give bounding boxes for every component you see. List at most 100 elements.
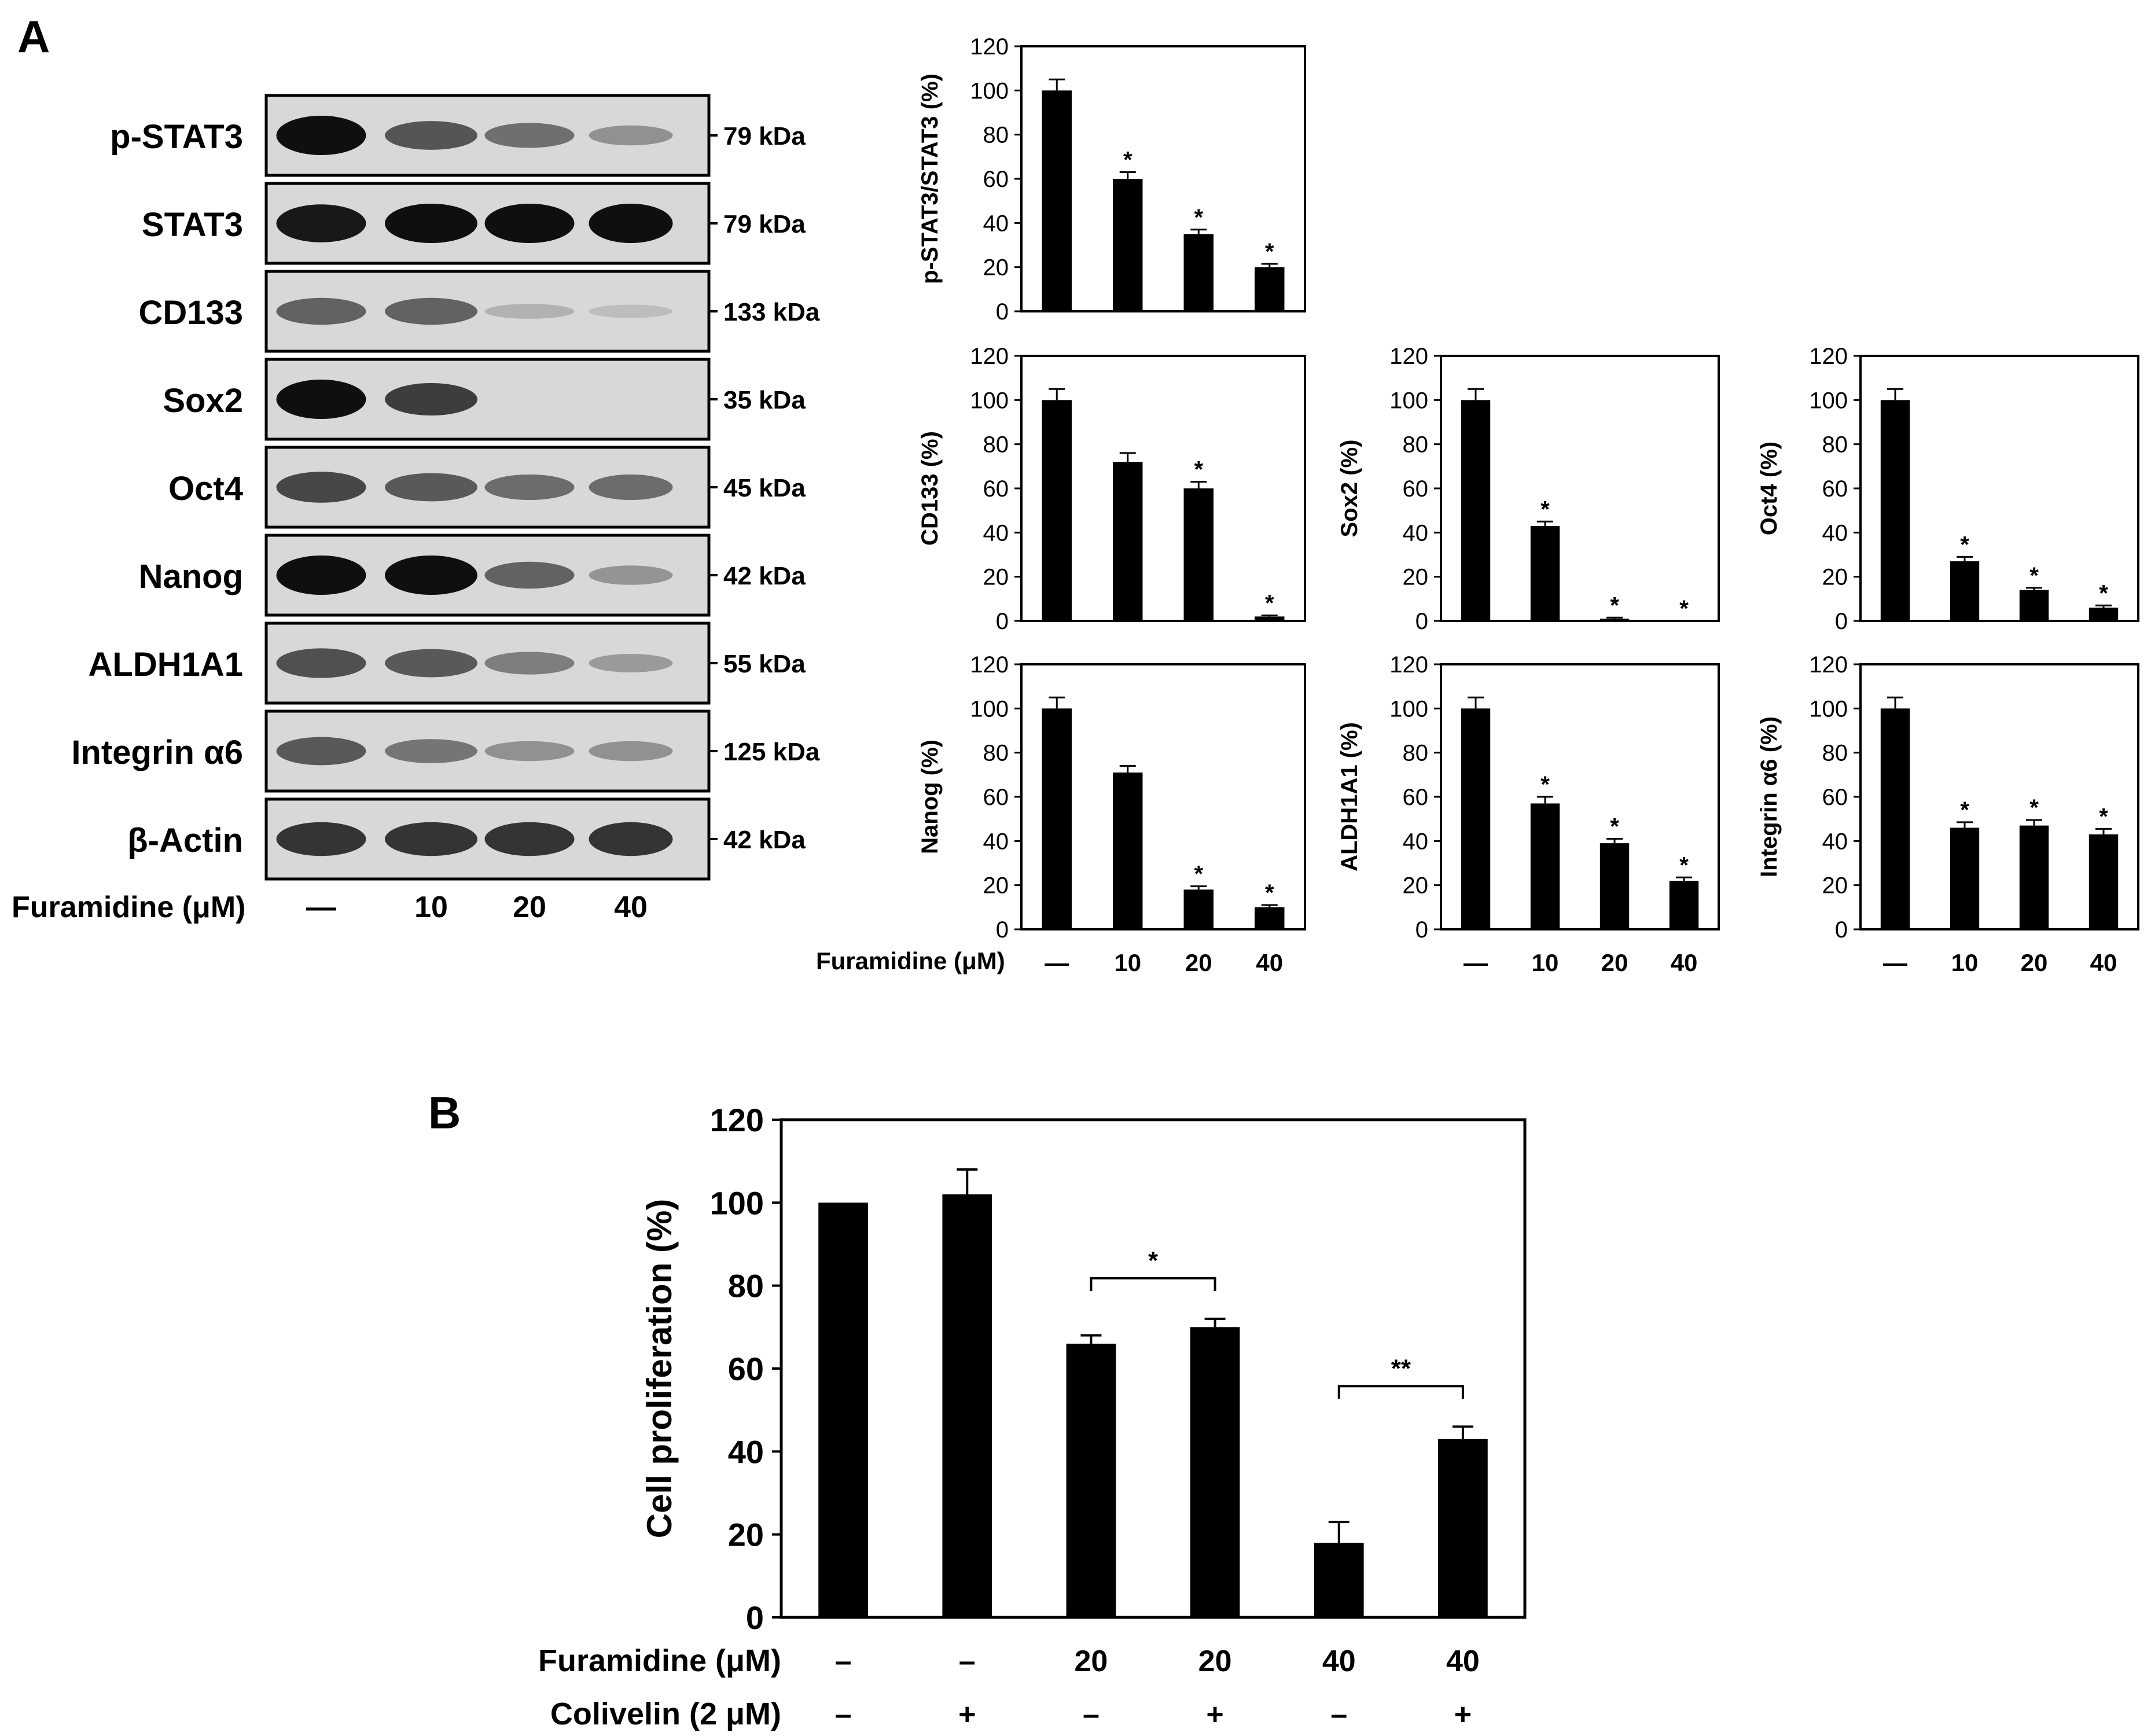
y-tick-label: 20 (1822, 565, 1848, 590)
bar (1950, 827, 1980, 929)
y-tick-label: 120 (970, 344, 1009, 369)
blot-lane-label: 20 (513, 891, 546, 924)
blot-band (385, 473, 477, 502)
significance-mark: * (1194, 205, 1203, 230)
bar (2019, 590, 2049, 621)
chart-frame (779, 1118, 1527, 1619)
y-tick-label: 120 (1809, 652, 1848, 678)
blot-row-label: Nanog (139, 558, 243, 595)
y-tick-label: 0 (1835, 917, 1848, 943)
blot-band (589, 565, 673, 585)
blot-row-label: Integrin α6 (71, 734, 243, 771)
bar (1600, 619, 1630, 621)
y-tick-label: 120 (970, 34, 1009, 60)
y-tick-label: 60 (728, 1351, 764, 1387)
bar (1530, 803, 1560, 929)
significance-mark: ** (1391, 1354, 1411, 1382)
blot-band (385, 204, 477, 243)
y-tick-label: 60 (1822, 785, 1848, 810)
bar (818, 1202, 868, 1617)
x-tick-label: — (1464, 949, 1488, 976)
blot-row-label: ALDH1A1 (89, 646, 244, 683)
y-tick-label: 0 (996, 917, 1009, 943)
western-blot: p-STAT3 79 kDa STAT3 79 kDa CD133 133 kDa Sox2… (12, 94, 820, 924)
bar (1042, 400, 1072, 621)
furamidine-dose: 40 (1446, 1645, 1480, 1678)
y-tick-label: 0 (996, 609, 1009, 634)
cell-proliferation-chart: 020406080100120–––+20–20+40–40+***Furami… (538, 1102, 1527, 1731)
y-tick-label: 100 (970, 696, 1009, 722)
bar (1669, 881, 1699, 929)
blot-band (385, 822, 477, 856)
blot-lane-label: 40 (614, 891, 648, 924)
blot-lane-label: — (306, 891, 336, 924)
blot-band (385, 556, 477, 595)
y-tick-label: 40 (1403, 829, 1429, 854)
significance-mark: * (1540, 772, 1550, 797)
bar (1255, 907, 1285, 929)
blot-band (589, 822, 673, 856)
significance-mark: * (1610, 814, 1619, 840)
significance-mark: * (1960, 532, 1969, 557)
blot-treatment-label: Furamidine (μM) (12, 891, 245, 924)
bar (1113, 773, 1143, 929)
y-tick-label: 20 (728, 1517, 764, 1553)
y-axis-label: Oct4 (%) (1756, 442, 1782, 535)
colivelin-row-label: Colivelin (2 μM) (550, 1697, 781, 1731)
furamidine-dose: – (835, 1645, 852, 1678)
y-tick-label: 0 (996, 299, 1009, 325)
x-tick-label: 20 (1185, 949, 1212, 976)
y-tick-label: 80 (728, 1268, 764, 1304)
blot-band (276, 204, 366, 242)
blot-row-label: Oct4 (168, 470, 243, 507)
y-tick-label: 0 (1415, 917, 1428, 943)
y-tick-label: 80 (1822, 741, 1848, 766)
y-tick-label: 60 (983, 167, 1009, 192)
blot-row-label: CD133 (138, 294, 243, 332)
bar (1183, 889, 1214, 929)
blot-band (589, 204, 673, 243)
colivelin-status: + (958, 1698, 976, 1731)
y-tick-label: 40 (1822, 829, 1848, 854)
blot-band (589, 475, 673, 500)
blot-band (276, 297, 366, 325)
bar (1066, 1344, 1116, 1617)
blot-band (385, 649, 477, 678)
blot-band (276, 822, 366, 856)
y-tick-label: 40 (728, 1433, 764, 1470)
y-tick-label: 0 (746, 1599, 764, 1636)
y-axis-label: Integrin α6 (%) (1756, 716, 1782, 877)
bar (1255, 267, 1285, 311)
y-tick-label: 80 (983, 432, 1009, 458)
blot-row-label: Sox2 (163, 382, 243, 420)
y-tick-label: 100 (1389, 388, 1428, 413)
blot-row-label: β-Actin (127, 822, 243, 859)
blot-band (589, 304, 673, 318)
furamidine-dose: – (959, 1645, 976, 1678)
y-tick-label: 20 (983, 565, 1009, 590)
blot-band (589, 654, 673, 672)
blot-band (276, 472, 366, 503)
y-tick-label: 100 (710, 1185, 764, 1221)
significance-mark: * (1265, 590, 1274, 616)
bar (1113, 462, 1143, 621)
y-axis-label: Nanog (%) (917, 740, 943, 854)
bar (1255, 616, 1285, 621)
colivelin-status: + (1206, 1698, 1223, 1731)
blot-row-label: STAT3 (142, 206, 243, 244)
blot-band (276, 116, 366, 155)
significance-mark: * (1123, 148, 1133, 173)
colivelin-status: – (1330, 1698, 1347, 1731)
y-tick-label: 80 (983, 741, 1009, 766)
y-tick-label: 40 (1822, 520, 1848, 546)
significance-mark: * (1148, 1246, 1159, 1275)
significance-mark: * (1540, 496, 1550, 522)
y-tick-label: 100 (970, 388, 1009, 413)
significance-mark: * (1610, 593, 1619, 618)
blot-band (484, 123, 575, 148)
x-axis-label: Furamidine (μM) (816, 947, 1005, 974)
significance-mark: * (1194, 862, 1203, 887)
furamidine-dose: 20 (1074, 1645, 1108, 1678)
blot-band (276, 737, 366, 766)
